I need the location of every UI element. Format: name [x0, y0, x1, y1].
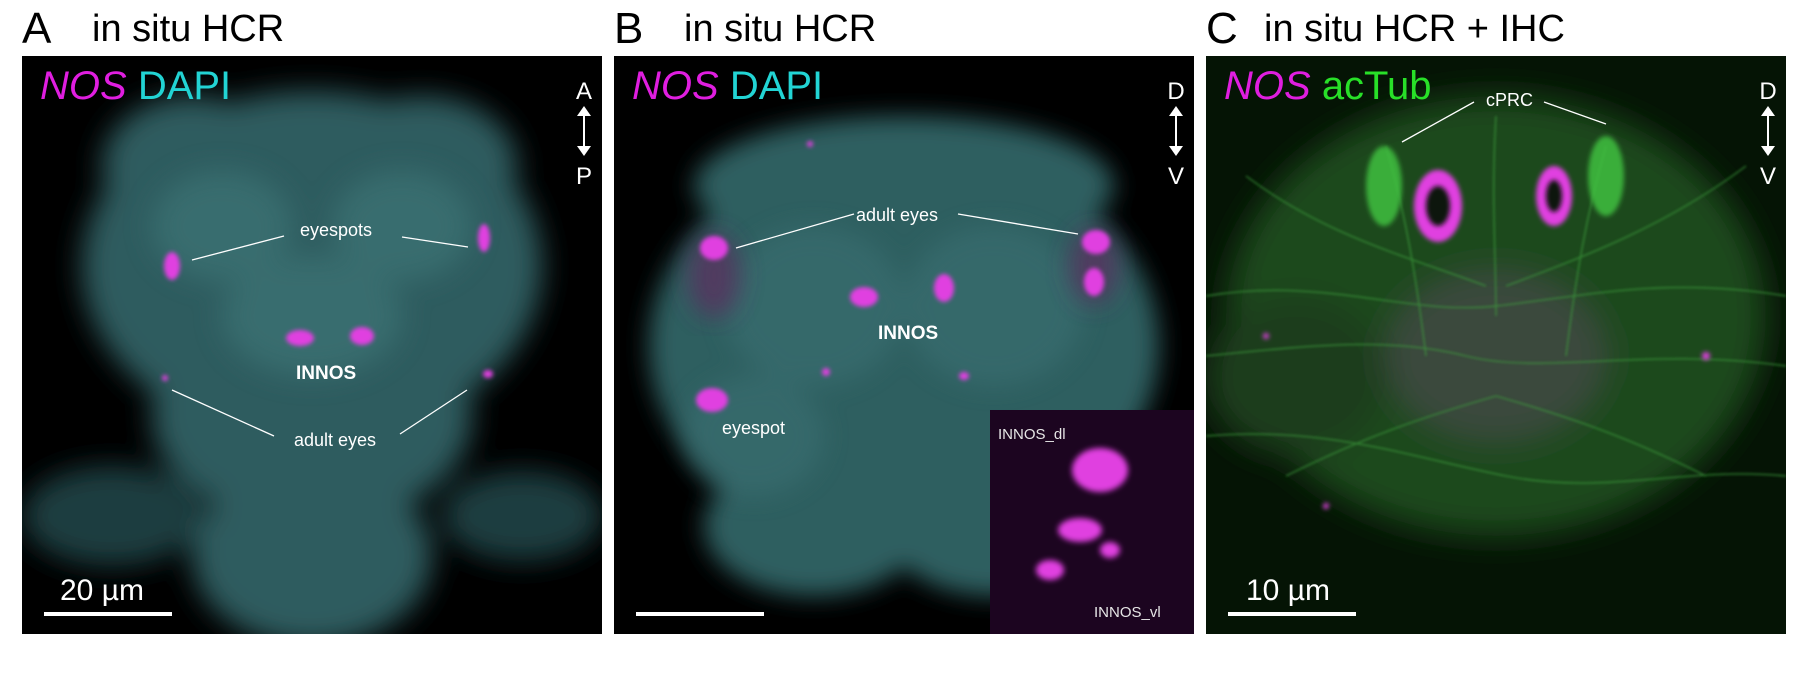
- panel-c-micrograph: [1206, 56, 1786, 634]
- panel-c-letter: C: [1206, 4, 1238, 53]
- panel-c-title: in situ HCR + IHC: [1264, 8, 1565, 50]
- panel-b-innos-label: INNOS: [878, 323, 939, 344]
- panel-c-scale-bar: [1228, 612, 1356, 616]
- panel-b-gene-label: NOS: [632, 64, 719, 108]
- panel-b-stain-legend: NOS DAPI: [632, 64, 823, 109]
- double-arrow-icon: [577, 106, 591, 156]
- panel-a-orientation: A P: [564, 78, 602, 191]
- panel-b-orientation: D V: [1156, 78, 1194, 191]
- panel-a-gene-label: NOS: [40, 64, 127, 108]
- panel-a-eyespots-label: eyespots: [300, 220, 373, 240]
- panel-b-adult-eyes-label: adult eyes: [856, 205, 939, 225]
- panel-b-letter: B: [614, 4, 644, 53]
- panel-b-inset-bottom-label: INNOS_vl: [1094, 604, 1161, 621]
- panel-a-image: NOS DAPI A P eyespots INNOS adult eyes 2…: [22, 56, 602, 634]
- panel-c-axis-bottom: V: [1759, 163, 1776, 190]
- panel-a-letter: A: [22, 4, 52, 53]
- panel-c-axis-top: D: [1759, 78, 1777, 105]
- panel-c-image: NOS acTub D V cPRC 10 µm: [1206, 56, 1786, 634]
- panel-b-axis-bottom: V: [1167, 163, 1184, 190]
- panel-a-axis-top: A: [575, 78, 592, 105]
- panel-a-innos-label: INNOS: [296, 363, 357, 384]
- panel-b-axis-top: D: [1167, 78, 1185, 105]
- panel-c-orientation: D V: [1748, 78, 1786, 191]
- panel-c-counterstain-label: acTub: [1321, 64, 1432, 108]
- double-arrow-icon: [1169, 106, 1183, 156]
- panel-a-scale-bar: [44, 612, 172, 616]
- panel-b-image: NOS DAPI D V adult eyes INNOS eyespot IN…: [614, 56, 1194, 634]
- panel-a-stain-legend: NOS DAPI: [40, 64, 231, 109]
- panel-b-inset: INNOS_dl INNOS_vl: [990, 410, 1194, 634]
- panel-c-cprc-label: cPRC: [1486, 90, 1534, 110]
- panel-b-counterstain-label: DAPI: [729, 64, 824, 108]
- panel-c-gene-label: NOS: [1224, 64, 1311, 108]
- panel-a-axis-bottom: P: [575, 163, 592, 190]
- panel-a-adult-eyes-label: adult eyes: [294, 430, 377, 450]
- panel-b-inset-top-label: INNOS_dl: [998, 426, 1066, 443]
- panel-a-scale-text: 20 µm: [60, 574, 144, 607]
- panel-b-eyespot-label: eyespot: [722, 418, 786, 438]
- double-arrow-icon: [1761, 106, 1775, 156]
- panel-a-title: in situ HCR: [92, 8, 285, 50]
- panel-a-micrograph: [22, 56, 602, 634]
- panel-c-stain-legend: NOS acTub: [1224, 64, 1432, 109]
- panel-a-counterstain-label: DAPI: [137, 64, 232, 108]
- panel-b-scale-bar: [636, 612, 764, 616]
- panel-c-scale-text: 10 µm: [1246, 574, 1330, 607]
- panel-b-title: in situ HCR: [684, 8, 877, 50]
- panel-b-inset-image: [1036, 448, 1128, 580]
